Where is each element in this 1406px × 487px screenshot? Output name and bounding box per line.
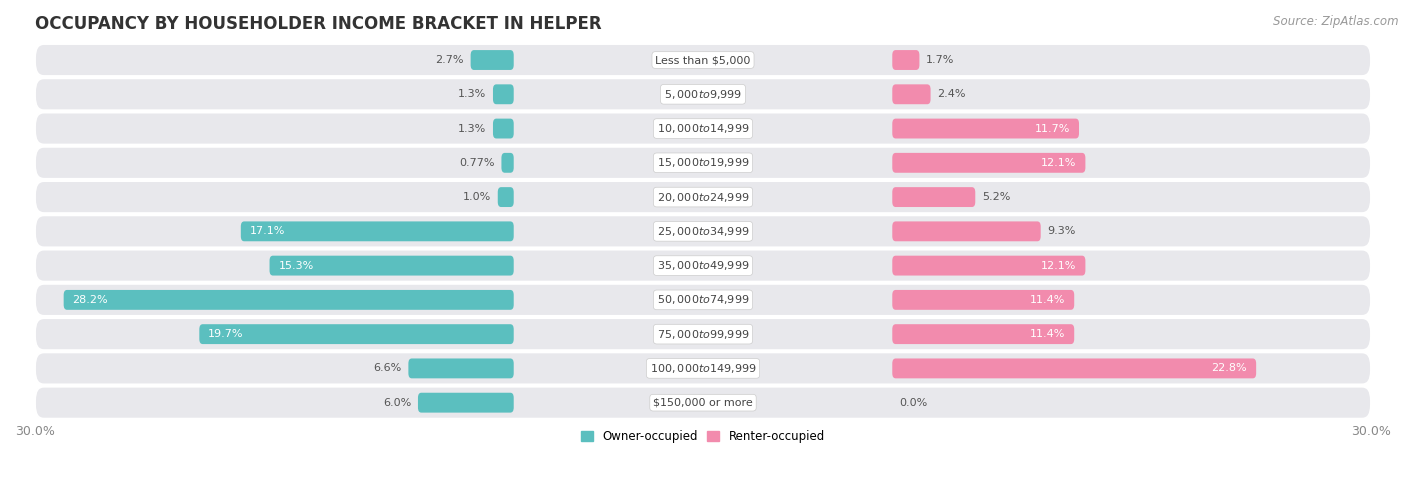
FancyBboxPatch shape [408,358,513,378]
Text: 11.4%: 11.4% [1031,329,1066,339]
FancyBboxPatch shape [35,352,1371,385]
FancyBboxPatch shape [63,290,513,310]
Text: OCCUPANCY BY HOUSEHOLDER INCOME BRACKET IN HELPER: OCCUPANCY BY HOUSEHOLDER INCOME BRACKET … [35,15,602,33]
FancyBboxPatch shape [35,78,1371,111]
Text: 6.0%: 6.0% [382,398,412,408]
FancyBboxPatch shape [35,249,1371,281]
Text: 9.3%: 9.3% [1047,226,1076,236]
Text: 0.0%: 0.0% [898,398,927,408]
FancyBboxPatch shape [893,358,1256,378]
FancyBboxPatch shape [893,84,931,104]
FancyBboxPatch shape [35,284,1371,316]
FancyBboxPatch shape [270,256,513,276]
Text: $35,000 to $49,999: $35,000 to $49,999 [657,259,749,272]
FancyBboxPatch shape [200,324,513,344]
Text: 1.7%: 1.7% [927,55,955,65]
FancyBboxPatch shape [35,387,1371,419]
FancyBboxPatch shape [35,112,1371,145]
Text: $75,000 to $99,999: $75,000 to $99,999 [657,328,749,340]
Text: $5,000 to $9,999: $5,000 to $9,999 [664,88,742,101]
Text: 2.7%: 2.7% [436,55,464,65]
Text: 1.0%: 1.0% [463,192,491,202]
Text: $150,000 or more: $150,000 or more [654,398,752,408]
FancyBboxPatch shape [893,153,1085,173]
FancyBboxPatch shape [471,50,513,70]
Text: 28.2%: 28.2% [73,295,108,305]
Text: Source: ZipAtlas.com: Source: ZipAtlas.com [1274,15,1399,28]
Text: 11.4%: 11.4% [1031,295,1066,305]
Text: 0.77%: 0.77% [460,158,495,168]
FancyBboxPatch shape [893,290,1074,310]
Text: 5.2%: 5.2% [981,192,1011,202]
Text: Less than $5,000: Less than $5,000 [655,55,751,65]
Text: 12.1%: 12.1% [1040,261,1077,271]
FancyBboxPatch shape [494,84,513,104]
FancyBboxPatch shape [240,222,513,241]
Text: 2.4%: 2.4% [938,89,966,99]
FancyBboxPatch shape [35,181,1371,213]
FancyBboxPatch shape [35,215,1371,247]
FancyBboxPatch shape [893,50,920,70]
Text: 17.1%: 17.1% [250,226,285,236]
Text: $20,000 to $24,999: $20,000 to $24,999 [657,190,749,204]
FancyBboxPatch shape [494,119,513,138]
Text: $15,000 to $19,999: $15,000 to $19,999 [657,156,749,169]
FancyBboxPatch shape [35,318,1371,350]
FancyBboxPatch shape [893,222,1040,241]
Text: $50,000 to $74,999: $50,000 to $74,999 [657,293,749,306]
Legend: Owner-occupied, Renter-occupied: Owner-occupied, Renter-occupied [576,425,830,448]
Text: 6.6%: 6.6% [374,363,402,374]
FancyBboxPatch shape [893,256,1085,276]
FancyBboxPatch shape [498,187,513,207]
Text: $100,000 to $149,999: $100,000 to $149,999 [650,362,756,375]
FancyBboxPatch shape [893,119,1078,138]
FancyBboxPatch shape [893,187,976,207]
FancyBboxPatch shape [893,324,1074,344]
Text: 22.8%: 22.8% [1212,363,1247,374]
Text: 12.1%: 12.1% [1040,158,1077,168]
FancyBboxPatch shape [35,44,1371,76]
Text: 1.3%: 1.3% [458,124,486,133]
FancyBboxPatch shape [502,153,513,173]
Text: $10,000 to $14,999: $10,000 to $14,999 [657,122,749,135]
FancyBboxPatch shape [35,147,1371,179]
FancyBboxPatch shape [418,393,513,412]
Text: 11.7%: 11.7% [1035,124,1070,133]
Text: 1.3%: 1.3% [458,89,486,99]
Text: $25,000 to $34,999: $25,000 to $34,999 [657,225,749,238]
Text: 19.7%: 19.7% [208,329,243,339]
Text: 15.3%: 15.3% [278,261,314,271]
